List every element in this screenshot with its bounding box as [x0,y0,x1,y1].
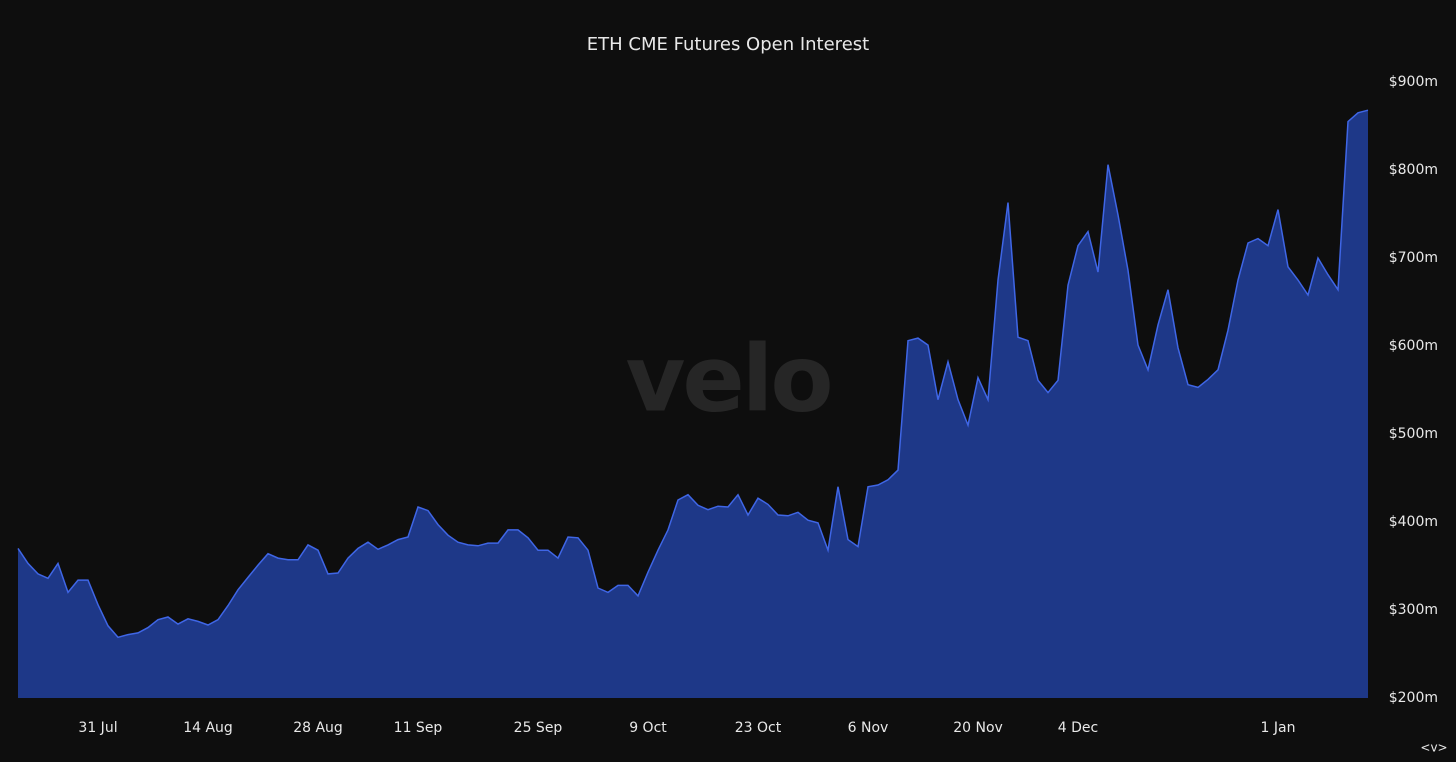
line [17,109,1369,639]
y-tick-label: $700m [1389,250,1438,266]
y-tick-label: $400m [1389,514,1438,530]
y-tick-label: $200m [1389,690,1438,706]
y-tick-label: $600m [1389,338,1438,354]
y-tick-label: $800m [1389,162,1438,178]
x-tick-label: 23 Oct [735,720,782,736]
x-tick-label: 11 Sep [394,720,443,736]
x-tick-label: 28 Aug [293,720,343,736]
x-tick-label: 9 Oct [629,720,667,736]
y-tick-label: $300m [1389,602,1438,618]
x-tick-label: 31 Jul [78,720,117,736]
chart-title: ETH CME Futures Open Interest [587,34,869,55]
x-tick-label: 20 Nov [953,720,1003,736]
x-tick-label: 6 Nov [848,720,889,736]
x-tick-label: 14 Aug [183,720,233,736]
y-tick-label: $900m [1389,74,1438,90]
x-tick-label: 1 Jan [1261,720,1296,736]
watermark: velo [625,325,830,432]
y-tick-label: $500m [1389,426,1438,442]
x-tick-label: 25 Sep [514,720,563,736]
x-tick-label: 4 Dec [1058,720,1098,736]
nav-control[interactable]: <v> [1420,741,1447,755]
